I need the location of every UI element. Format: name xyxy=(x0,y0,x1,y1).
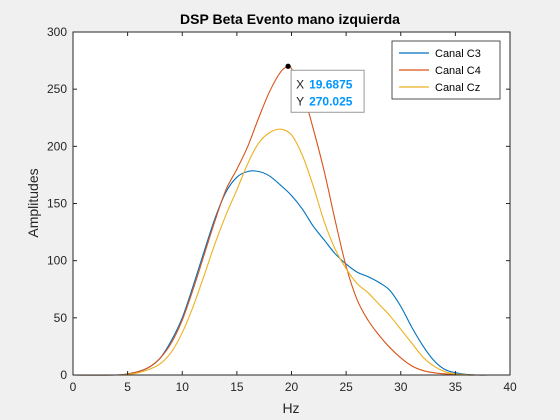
x-tick-label: 5 xyxy=(124,380,131,394)
datatip-marker xyxy=(285,63,291,69)
y-tick-label: 200 xyxy=(47,139,67,153)
x-tick-label: 25 xyxy=(339,380,353,394)
x-tick-label: 40 xyxy=(503,380,517,394)
series-line-1 xyxy=(72,170,510,376)
x-tick-label: 30 xyxy=(394,380,408,394)
legend-label-3[interactable]: Canal Cz xyxy=(435,82,480,94)
x-axis-label: Hz xyxy=(282,400,299,416)
datatip-x-value: 19.6875 xyxy=(309,77,353,91)
datatip-y-label: Y xyxy=(296,94,304,108)
chart-title: DSP Beta Evento mano izquierda xyxy=(180,11,400,27)
datatip-x-label: X xyxy=(296,77,304,91)
y-axis-label: Amplitudes xyxy=(25,168,41,237)
y-tick-label: 300 xyxy=(47,25,67,39)
axes: 0 5 10 15 20 25 30 35 40 0 50 100 150 200 250 300 xyxy=(47,25,517,394)
x-tick-label: 20 xyxy=(285,380,299,394)
y-tick-label: 100 xyxy=(47,254,67,268)
legend[interactable]: Canal C3 Canal C4 Canal Cz xyxy=(391,40,501,100)
data-tip[interactable]: X 19.6875 Y 270.025 xyxy=(285,63,365,113)
y-tick-label: 0 xyxy=(60,368,67,382)
legend-label-1[interactable]: Canal C3 xyxy=(435,48,481,60)
series-line-3 xyxy=(72,128,510,376)
x-tick-label: 15 xyxy=(230,380,244,394)
x-tick-label: 10 xyxy=(176,380,190,394)
legend-label-2[interactable]: Canal C4 xyxy=(435,65,481,77)
y-tick-label: 50 xyxy=(54,311,68,325)
y-tick-label: 150 xyxy=(47,197,67,211)
y-tick-label: 250 xyxy=(47,82,67,96)
datatip-box xyxy=(290,69,365,113)
datatip-y-value: 270.025 xyxy=(309,94,353,108)
x-tick-label: 0 xyxy=(70,380,77,394)
x-tick-label: 35 xyxy=(449,380,463,394)
